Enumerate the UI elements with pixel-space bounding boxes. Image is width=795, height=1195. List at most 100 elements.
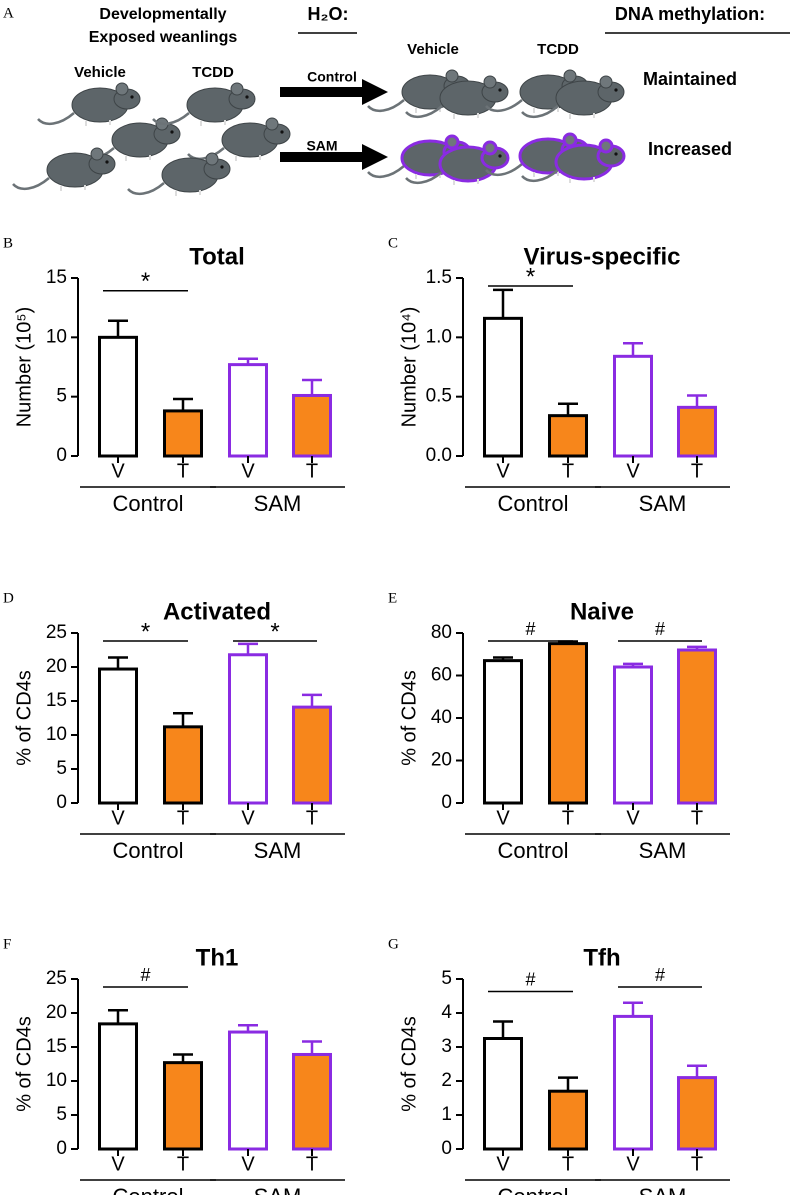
arrow [280,79,388,105]
y-tick-label: 4 [441,1002,452,1023]
error-bar [493,1020,513,1039]
bar [483,659,523,805]
group-label: SAM [254,838,302,863]
outcome-label: Increased [648,139,732,159]
mouse [152,82,256,126]
x-tick-label: V [241,460,255,482]
y-tick-label: 20 [431,750,452,771]
error-bar [108,1009,128,1024]
group-label: Control [498,491,569,516]
error-bar [108,319,128,338]
panel-letter: A [3,5,14,21]
mouse-feet [569,177,595,183]
mouse-ear [444,134,460,150]
mouse-ear [563,69,577,83]
panel-letter: B [3,235,13,251]
error-bar [302,693,322,708]
error-bar [108,656,128,670]
significance-label: # [655,619,665,639]
bar [613,665,653,805]
x-tick-label: T [177,460,189,482]
bar [677,405,717,458]
mouse-feet [453,179,479,185]
bar [228,1030,268,1151]
x-tick-label: T [691,460,703,482]
y-tick-label: 10 [46,1070,67,1091]
group-label: SAM [639,838,687,863]
mouse-feet [125,155,151,161]
group-label: Control [113,1184,184,1195]
arrow-label: Control [307,69,357,85]
mouse-feet [569,113,595,119]
mouse-eye [245,95,249,99]
y-tick-label: 60 [431,665,452,686]
significance-label: # [525,969,535,989]
x-tick-label: V [111,807,125,829]
y-tick-label: 80 [431,622,452,643]
mouse-tail [152,112,190,126]
mouse-ear [115,82,129,96]
mouse-eye [614,88,618,92]
bar [483,1037,523,1151]
mouse-ear [265,117,279,131]
significance-label: * [526,263,535,290]
x-tick-label: T [177,1153,189,1175]
error-bar [238,642,258,655]
group-label: Control [113,491,184,516]
mouse-feet [533,171,559,177]
error-bar [687,1064,707,1078]
error-bar [623,662,643,667]
group-label: SAM [639,491,687,516]
y-axis-label: Number (10⁵) [13,307,35,428]
x-tick-label: V [626,807,640,829]
y-tick-label: 25 [46,968,67,989]
bar [163,725,203,805]
mouse-feet [175,190,201,196]
group-label: SAM [639,1184,687,1195]
y-tick-label: 20 [46,656,67,677]
x-tick-label: V [626,460,640,482]
y-tick-label: 0.0 [426,445,452,466]
arrow [280,144,388,170]
y-tick-label: 1.5 [426,267,452,288]
group-label: TCDD [192,64,234,81]
mouse-ear [482,140,498,156]
chart-title: Virus-specific [524,243,681,270]
error-bar [238,357,258,365]
error-bar [687,645,707,650]
x-tick-label: T [562,1153,574,1175]
arrow-label: SAM [306,138,337,154]
chart-title: Naive [570,598,634,625]
y-tick-label: 5 [56,1104,67,1125]
significance-label: # [140,965,150,985]
x-tick-label: V [111,460,125,482]
mouse-tail [12,177,50,191]
bar [548,1089,588,1151]
y-tick-label: 5 [56,758,67,779]
panel-letter: C [388,235,398,251]
bar [228,363,268,458]
error-bar [687,394,707,408]
y-tick-label: 0 [56,445,67,466]
mouse-ear [445,69,459,83]
mouse [521,138,626,183]
bar [483,316,523,458]
y-tick-label: 0 [56,792,67,813]
bar [292,705,332,805]
bar [292,1052,332,1151]
error-bar [623,342,643,357]
mouse-tail [367,99,405,113]
mouse-ear [599,75,613,89]
mouse [127,152,231,196]
bar [163,409,203,458]
mouse-ear [598,138,614,154]
mouse [37,82,141,126]
y-axis-label: Number (10⁴) [398,307,420,428]
bar [613,354,653,458]
significance-label: # [655,965,665,985]
mouse-ear [562,132,578,148]
mouse-feet [453,113,479,119]
y-tick-label: 0 [441,792,452,813]
y-tick-label: 0.5 [426,386,452,407]
